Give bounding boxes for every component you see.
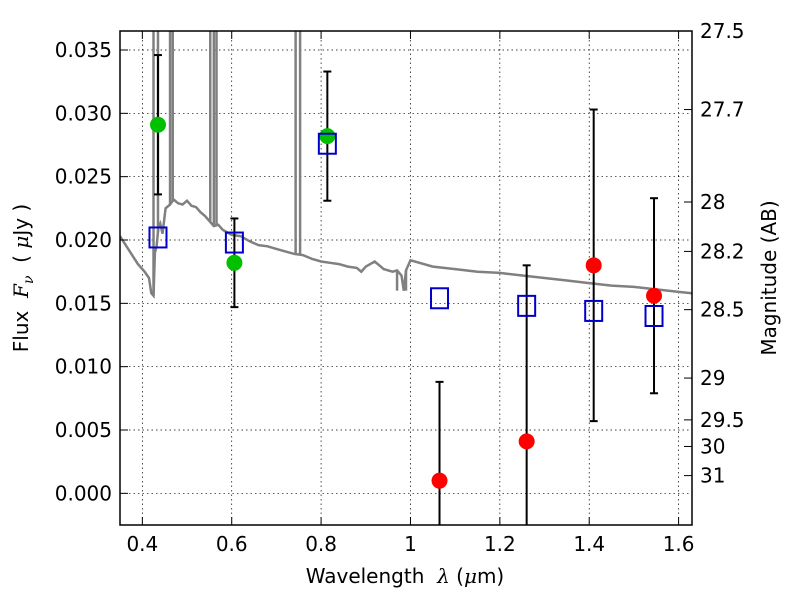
y-tick-label: 0.005: [55, 418, 112, 442]
plot-frame: [119, 30, 693, 526]
mag-tick-label: 31: [700, 464, 725, 488]
mag-tick-label: 28: [700, 190, 725, 214]
data-point: [646, 287, 663, 304]
spectrum-line: [120, 197, 692, 299]
axis-ticks: 0.4 0.6 0.8 1 1.2 1.4 1.6 0.000 0.005 0.010 0.015 0…: [55, 19, 745, 556]
model-flux-square: [317, 132, 337, 155]
model-flux-square: [517, 294, 537, 317]
model-flux-square: [148, 226, 168, 249]
model-spectrum: [120, 31, 692, 299]
mag-tick-label: 29.5: [700, 408, 745, 432]
mag-tick-label: 28.5: [700, 298, 745, 322]
x-tick-label: 1.4: [573, 532, 605, 556]
mag-tick-label: 29: [700, 366, 725, 390]
y-tick-label: 0.025: [55, 165, 112, 189]
y-tick-label: 0.015: [55, 291, 112, 315]
mag-tick-label: 30: [700, 434, 725, 458]
x-tick-label: 0.6: [216, 532, 248, 556]
data-point: [585, 257, 602, 274]
y-axis-label: Flux Fν ( μJy ): [9, 204, 37, 352]
data-point: [518, 433, 535, 450]
x-tick-label: 1: [404, 532, 417, 556]
mag-tick-label: 27.7: [700, 98, 745, 122]
x-tick-label: 1.2: [484, 532, 516, 556]
x-tick-label: 0.4: [126, 532, 158, 556]
y-tick-label: 0.035: [55, 38, 112, 62]
model-flux-square: [584, 299, 604, 322]
data-point: [149, 116, 166, 133]
y-tick-label: 0.000: [55, 481, 112, 505]
mag-tick-label: 27.5: [700, 19, 745, 43]
x-axis-label: Wavelength λ (μm): [306, 564, 505, 588]
model-flux-square: [430, 287, 450, 310]
y-tick-label: 0.030: [55, 101, 112, 125]
mag-tick-label: 28.2: [700, 239, 745, 263]
data-point: [319, 128, 336, 145]
model-flux-square: [224, 231, 244, 254]
model-flux-square: [644, 305, 664, 327]
x-tick-label: 0.8: [305, 532, 337, 556]
data-point: [431, 472, 448, 489]
y-axis-right-label: Magnitude (AB): [757, 200, 781, 355]
data-point: [226, 254, 243, 271]
photometry-points: [148, 54, 664, 525]
y-tick-label: 0.010: [55, 355, 112, 379]
y-tick-label: 0.020: [55, 228, 112, 252]
x-tick-label: 1.6: [663, 532, 695, 556]
